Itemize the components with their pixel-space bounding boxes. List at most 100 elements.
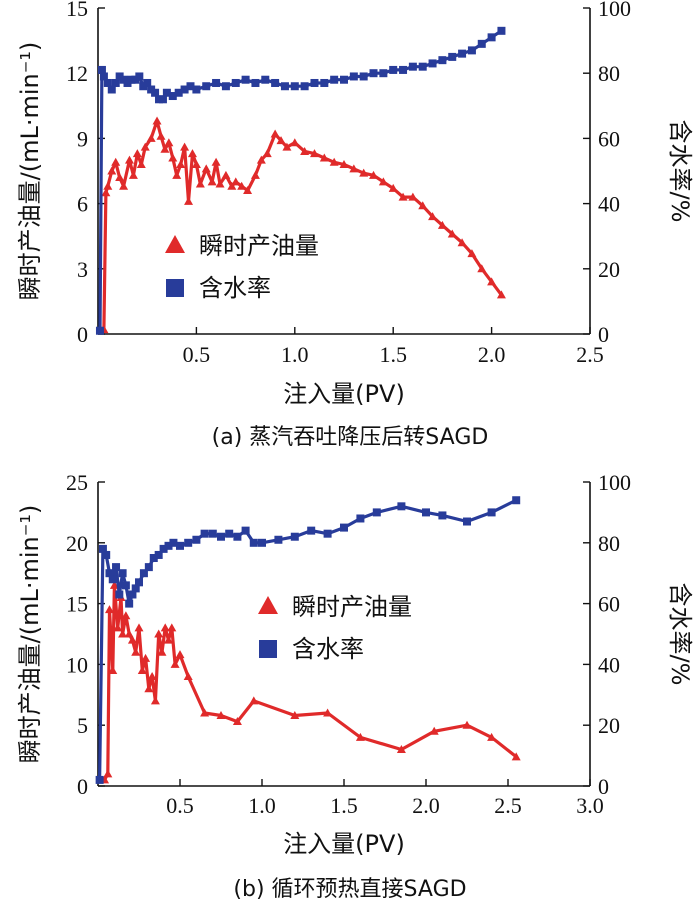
y2-tick-label: 40 (598, 652, 620, 677)
data-point (457, 238, 467, 247)
data-point (154, 629, 164, 638)
series-line (98, 29, 503, 331)
data-point (168, 92, 177, 101)
data-point (118, 629, 128, 638)
data-point (215, 179, 225, 188)
data-point (104, 605, 114, 614)
data-point (487, 732, 497, 741)
data-point (101, 188, 111, 197)
data-point (290, 138, 300, 147)
data-point (118, 569, 127, 578)
data-point (159, 544, 168, 553)
data-point (131, 647, 141, 656)
data-point (103, 769, 113, 778)
data-point (330, 75, 339, 84)
legend-triangle-icon (258, 596, 278, 614)
data-point (170, 659, 180, 668)
data-point (119, 181, 129, 190)
y2-tick-label: 60 (598, 126, 620, 151)
data-point (497, 26, 506, 35)
data-point (398, 192, 408, 201)
data-point (232, 717, 242, 726)
data-point (137, 665, 147, 674)
data-point (107, 166, 117, 175)
data-point (477, 39, 486, 48)
data-point (243, 186, 253, 195)
data-point (162, 88, 171, 97)
data-point (251, 78, 260, 87)
y2-tick-label: 60 (598, 592, 620, 617)
data-point (280, 82, 289, 91)
data-point (102, 550, 111, 559)
data-point (355, 732, 365, 741)
chart-panel-a: 0.5 1.0 1.5 2.0 2.503691215020406080100注入量(P… (16, 0, 694, 450)
data-point (135, 578, 143, 587)
data-point (152, 116, 162, 125)
data-point (103, 181, 113, 190)
data-point (241, 526, 250, 535)
data-point (349, 164, 359, 173)
data-point (233, 532, 242, 541)
data-point (107, 85, 116, 94)
data-point (111, 78, 120, 87)
y-tick-label: 0 (77, 322, 88, 347)
data-point (208, 529, 217, 538)
data-point (180, 85, 189, 94)
y2-axis-label: 含水率/% (666, 120, 694, 223)
data-point (408, 192, 418, 201)
data-point (408, 62, 417, 71)
legend-label: 含水率 (199, 274, 271, 302)
data-point (191, 159, 201, 168)
data-point (115, 590, 124, 599)
data-point (105, 569, 114, 578)
data-point (225, 529, 234, 538)
data-point (136, 159, 146, 168)
x-tick-label: 1.0 (281, 342, 309, 367)
data-point (418, 201, 428, 210)
data-point (160, 144, 170, 153)
data-point (389, 65, 398, 74)
data-point (176, 159, 186, 168)
data-point (438, 56, 447, 65)
data-point (113, 623, 123, 632)
data-point (512, 496, 521, 505)
y2-tick-label: 20 (598, 713, 620, 738)
data-point (307, 526, 316, 535)
data-point (448, 52, 457, 61)
data-point (339, 159, 349, 168)
y-tick-label: 12 (66, 61, 88, 86)
data-point (397, 502, 406, 511)
data-point (103, 78, 112, 87)
data-point (359, 72, 368, 81)
data-point (511, 752, 521, 761)
x-axis-label: 注入量(PV) (283, 380, 405, 408)
data-point (156, 131, 166, 140)
data-point (290, 532, 299, 541)
y2-tick-label: 100 (598, 0, 631, 21)
series-oil-rate (99, 116, 506, 334)
data-point (216, 710, 226, 719)
chart-panel-b: 0.5 1.0 1.5 2.0 2.5 3.00510152025020406080100… (16, 470, 694, 902)
data-point (131, 584, 140, 593)
x-axis-label: 注入量(PV) (283, 830, 405, 858)
data-point (150, 696, 160, 705)
data-point (154, 550, 163, 559)
data-point (212, 78, 221, 87)
data-point (164, 635, 174, 644)
data-point (147, 672, 157, 681)
y2-tick-label: 0 (598, 774, 609, 799)
y2-tick-label: 100 (598, 470, 631, 495)
data-point (399, 65, 408, 74)
data-point (487, 508, 496, 517)
data-point (256, 155, 266, 164)
data-point (396, 745, 406, 754)
data-point (428, 212, 438, 221)
data-point (467, 249, 477, 258)
data-point (164, 541, 173, 550)
data-point (121, 581, 130, 590)
data-point (487, 33, 496, 42)
data-point (135, 72, 144, 81)
data-point (340, 523, 348, 532)
data-point (477, 264, 487, 273)
